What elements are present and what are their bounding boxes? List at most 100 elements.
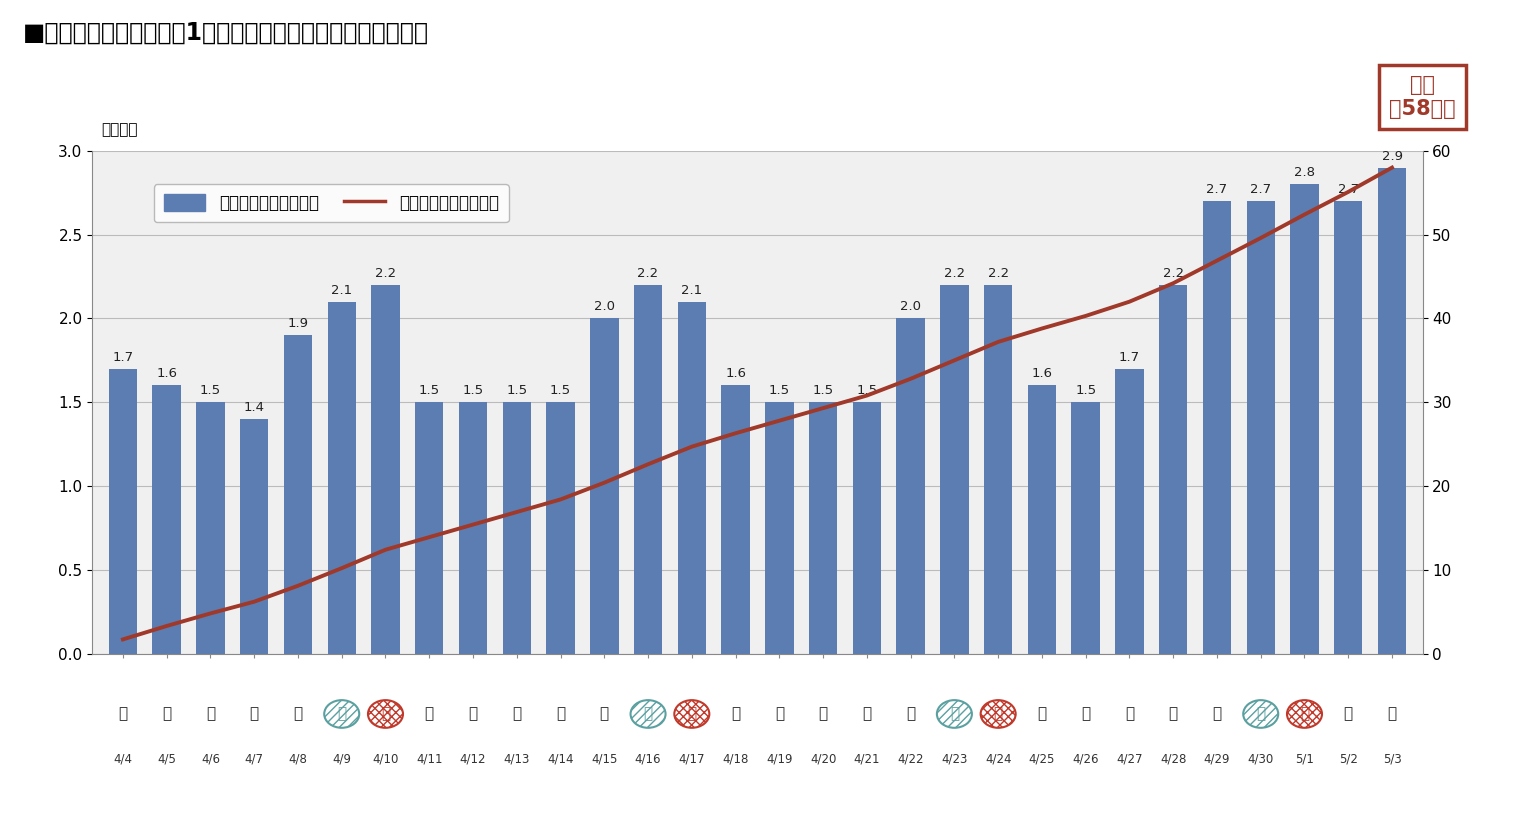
Text: 1.6: 1.6 [724, 367, 746, 380]
Text: 2.2: 2.2 [637, 266, 658, 280]
Text: 2.7: 2.7 [1206, 183, 1227, 196]
Bar [809, 402, 837, 654]
Text: 4/27: 4/27 [1117, 753, 1143, 766]
Text: 2.0: 2.0 [594, 300, 615, 313]
Text: 2.8: 2.8 [1293, 166, 1315, 179]
Text: 2.7: 2.7 [1338, 183, 1358, 196]
Text: 火: 火 [161, 706, 171, 722]
Bar [197, 402, 225, 654]
Text: 水: 水 [818, 706, 827, 722]
Text: 4/29: 4/29 [1204, 753, 1230, 766]
Text: 4/20: 4/20 [811, 753, 837, 766]
Text: 月: 月 [731, 706, 740, 722]
Bar [1160, 285, 1187, 654]
Bar [503, 402, 531, 654]
Bar [1246, 201, 1275, 654]
Text: ■バスタ新宿オープン後1か月の新宿発着バス利用者数の推移: ■バスタ新宿オープン後1か月の新宿発着バス利用者数の推移 [23, 21, 429, 45]
Text: 4/22: 4/22 [897, 753, 924, 766]
Text: 2.2: 2.2 [944, 266, 964, 280]
Text: 2.2: 2.2 [375, 266, 397, 280]
Text: 2.0: 2.0 [900, 300, 921, 313]
Bar [371, 285, 400, 654]
Bar [984, 285, 1012, 654]
Text: 月: 月 [424, 706, 434, 722]
Text: 金: 金 [600, 706, 609, 722]
Bar [1333, 201, 1363, 654]
Bar [897, 318, 924, 654]
Bar [328, 302, 355, 654]
Text: 1.5: 1.5 [857, 384, 878, 397]
Text: 1.5: 1.5 [769, 384, 791, 397]
Text: 1.5: 1.5 [812, 384, 834, 397]
Legend: 日別利用者数（左軸）, 累計利用者数（右軸）: 日別利用者数（左軸）, 累計利用者数（右軸） [154, 184, 509, 222]
Text: 4/5: 4/5 [157, 753, 177, 766]
Text: 4/25: 4/25 [1029, 753, 1055, 766]
Text: 水: 水 [1124, 706, 1134, 722]
Bar [546, 402, 575, 654]
Text: 4/24: 4/24 [984, 753, 1012, 766]
Text: 火: 火 [469, 706, 478, 722]
Text: 4/9: 4/9 [332, 753, 351, 766]
Text: 4/4: 4/4 [114, 753, 132, 766]
Text: 2.9: 2.9 [1381, 149, 1403, 163]
Text: 月: 月 [1344, 706, 1353, 722]
Text: 土: 土 [643, 706, 652, 722]
Text: 木: 木 [1169, 706, 1178, 722]
Bar [1203, 201, 1232, 654]
Text: 日: 日 [1300, 706, 1309, 722]
Text: 日: 日 [381, 706, 391, 722]
Text: 1.5: 1.5 [1075, 384, 1097, 397]
Text: 土: 土 [950, 706, 960, 722]
Bar [240, 419, 269, 654]
Text: 4/18: 4/18 [723, 753, 749, 766]
Text: 火: 火 [1387, 706, 1397, 722]
Text: 月: 月 [118, 706, 128, 722]
Text: 1.7: 1.7 [112, 350, 134, 364]
Text: 4/19: 4/19 [766, 753, 792, 766]
Text: 4/15: 4/15 [591, 753, 617, 766]
Text: 2.7: 2.7 [1250, 183, 1272, 196]
Text: 1.9: 1.9 [288, 317, 309, 330]
Bar [591, 318, 618, 654]
Text: 金: 金 [294, 706, 303, 722]
Text: 4/21: 4/21 [854, 753, 880, 766]
Text: 4/13: 4/13 [503, 753, 531, 766]
Text: 4/17: 4/17 [678, 753, 704, 766]
Text: 累計
約58万人: 累計 約58万人 [1389, 75, 1456, 119]
Text: 1.5: 1.5 [418, 384, 440, 397]
Text: 水: 水 [206, 706, 215, 722]
Bar [109, 369, 137, 654]
Bar [852, 402, 881, 654]
Text: 日: 日 [687, 706, 697, 722]
Text: 木: 木 [863, 706, 872, 722]
Bar [1378, 168, 1406, 654]
Text: 4/30: 4/30 [1247, 753, 1273, 766]
Text: 2.2: 2.2 [1163, 266, 1184, 280]
Bar [152, 385, 181, 654]
Text: 4/7: 4/7 [245, 753, 263, 766]
Text: 5/3: 5/3 [1383, 753, 1401, 766]
Bar [721, 385, 751, 654]
Text: 火: 火 [1081, 706, 1090, 722]
Text: （万人）: （万人） [102, 122, 137, 137]
Text: 4/11: 4/11 [415, 753, 443, 766]
Text: 4/16: 4/16 [635, 753, 661, 766]
Bar [634, 285, 663, 654]
Text: 1.5: 1.5 [506, 384, 528, 397]
Text: 1.5: 1.5 [463, 384, 483, 397]
Bar [678, 302, 706, 654]
Bar [1027, 385, 1057, 654]
Text: 木: 木 [555, 706, 564, 722]
Text: 4/8: 4/8 [289, 753, 308, 766]
Text: 1.4: 1.4 [243, 401, 265, 414]
Text: 日: 日 [994, 706, 1003, 722]
Bar [1072, 402, 1100, 654]
Text: 土: 土 [1257, 706, 1266, 722]
Text: 2.2: 2.2 [987, 266, 1009, 280]
Bar [415, 402, 443, 654]
Text: 1.5: 1.5 [200, 384, 221, 397]
Text: 水: 水 [512, 706, 521, 722]
Bar [458, 402, 488, 654]
Text: 1.5: 1.5 [551, 384, 571, 397]
Text: 1.7: 1.7 [1118, 350, 1140, 364]
